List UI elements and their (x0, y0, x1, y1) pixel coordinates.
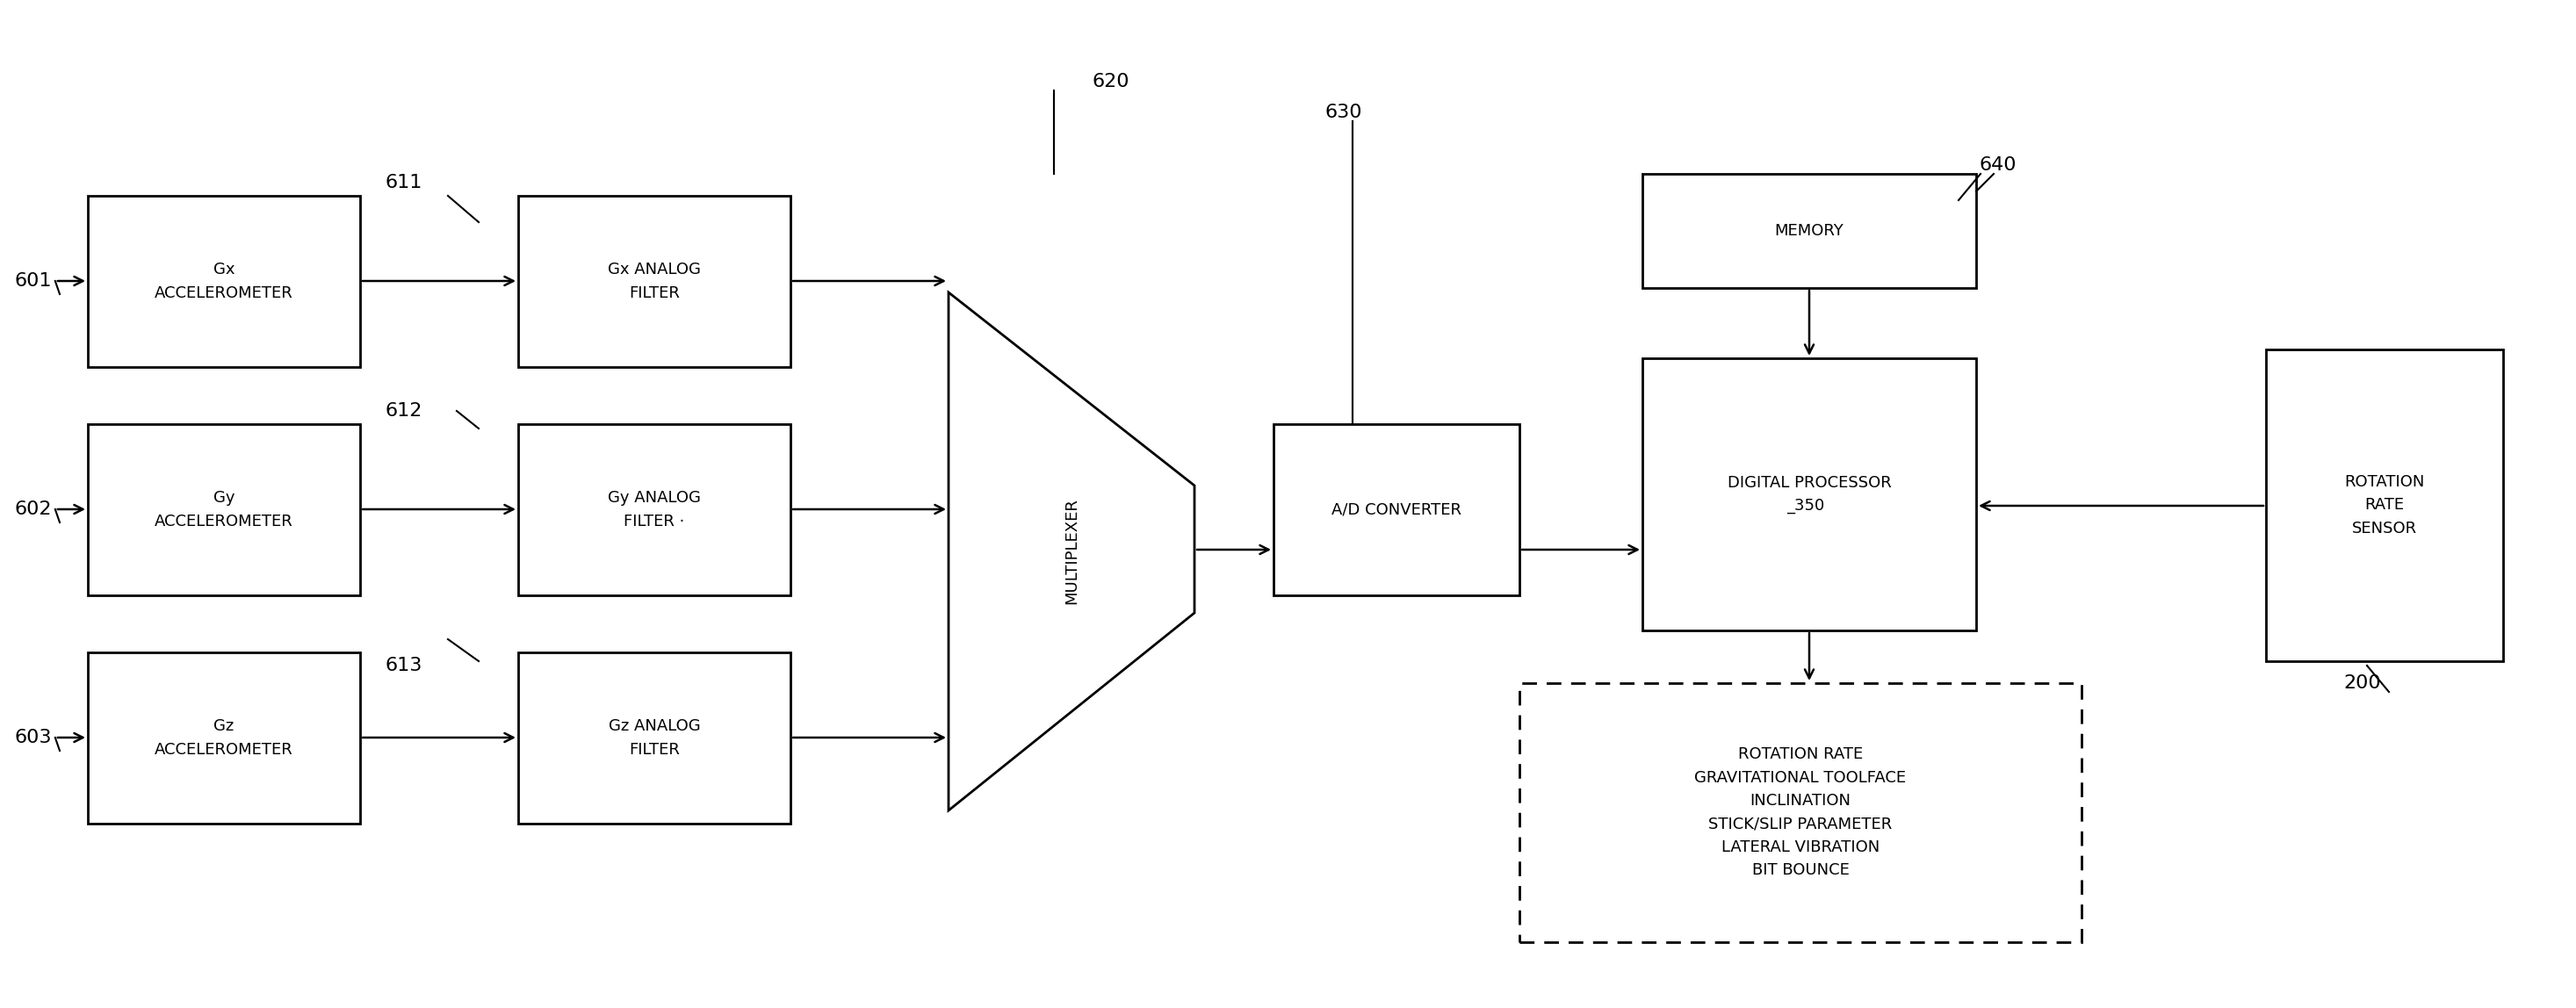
FancyBboxPatch shape (1643, 173, 1976, 288)
Text: 612: 612 (386, 402, 422, 419)
FancyBboxPatch shape (1273, 424, 1520, 596)
FancyBboxPatch shape (88, 424, 361, 596)
Text: ROTATION
RATE
SENSOR: ROTATION RATE SENSOR (2344, 474, 2424, 536)
Text: 200: 200 (2344, 674, 2380, 691)
Text: A/D CONVERTER: A/D CONVERTER (1332, 502, 1461, 518)
Text: 601: 601 (15, 272, 52, 289)
Text: MULTIPLEXER: MULTIPLEXER (1064, 498, 1079, 605)
Text: 603: 603 (15, 729, 52, 746)
Text: 611: 611 (386, 173, 422, 192)
Text: Gz ANALOG
FILTER: Gz ANALOG FILTER (608, 719, 701, 757)
FancyBboxPatch shape (1643, 358, 1976, 630)
FancyBboxPatch shape (518, 196, 791, 367)
FancyBboxPatch shape (88, 196, 361, 367)
FancyBboxPatch shape (2267, 350, 2504, 661)
Text: Gx ANALOG
FILTER: Gx ANALOG FILTER (608, 262, 701, 301)
Text: DIGITAL PROCESSOR
̲350: DIGITAL PROCESSOR ̲350 (1728, 475, 1891, 514)
Text: Gy ANALOG
FILTER ·: Gy ANALOG FILTER · (608, 490, 701, 529)
FancyBboxPatch shape (1520, 683, 2081, 942)
Text: ROTATION RATE
GRAVITATIONAL TOOLFACE
INCLINATION
STICK/SLIP PARAMETER
LATERAL VI: ROTATION RATE GRAVITATIONAL TOOLFACE INC… (1695, 747, 1906, 879)
FancyBboxPatch shape (518, 652, 791, 824)
Text: MEMORY: MEMORY (1775, 223, 1844, 239)
FancyBboxPatch shape (518, 424, 791, 596)
Text: 630: 630 (1324, 104, 1363, 121)
Text: Gz
ACCELEROMETER: Gz ACCELEROMETER (155, 719, 294, 757)
Text: Gx
ACCELEROMETER: Gx ACCELEROMETER (155, 262, 294, 301)
Text: 640: 640 (1978, 156, 2017, 173)
Text: 602: 602 (15, 501, 52, 518)
Polygon shape (948, 292, 1195, 810)
Text: Gy
ACCELEROMETER: Gy ACCELEROMETER (155, 490, 294, 529)
Text: 613: 613 (386, 657, 422, 674)
Text: 620: 620 (1092, 73, 1131, 91)
FancyBboxPatch shape (88, 652, 361, 824)
